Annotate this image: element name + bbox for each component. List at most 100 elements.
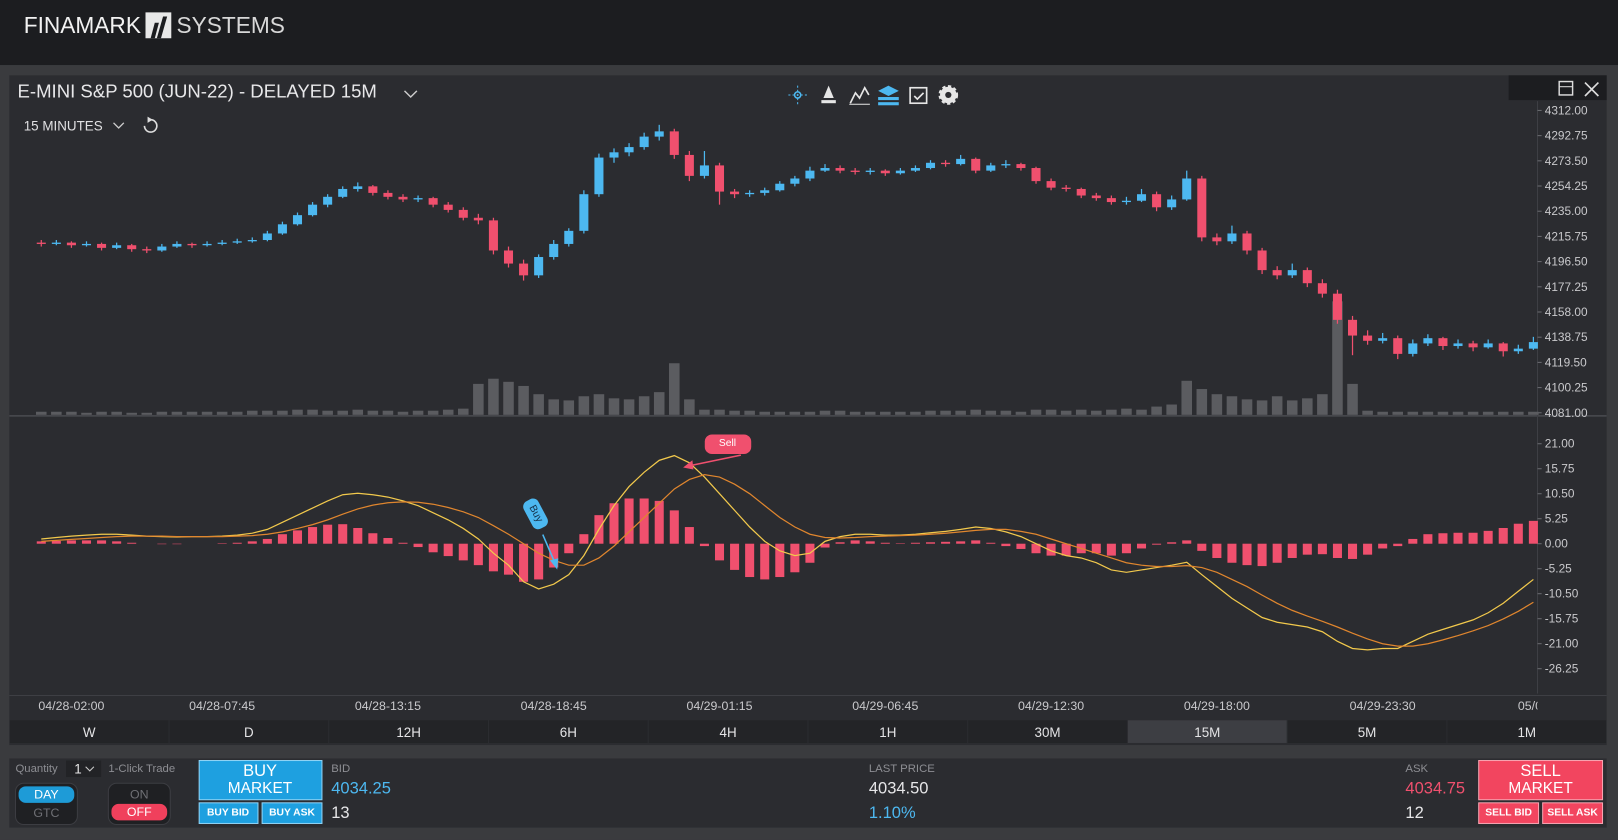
buy-bid-button[interactable] [198,802,259,824]
candle-body [1332,293,1342,320]
histogram-bar [308,527,318,544]
candle-body [112,245,122,248]
layers-tool[interactable] [878,85,899,106]
buy-market-button[interactable] [198,760,323,801]
tif-day-pill[interactable] [18,786,75,803]
settings-tool[interactable] [938,85,959,105]
candle-body [895,170,905,174]
timeframe-label[interactable]: 1M [1517,725,1536,740]
sell-line1[interactable]: SELL [1520,762,1560,780]
timeframe-button[interactable] [169,720,329,743]
sell-ask-label[interactable]: SELL ASK [1547,808,1598,819]
candle-body [1016,164,1026,169]
volume-bar [684,399,695,415]
buy-ask-button[interactable] [261,802,323,824]
candle-body [1076,188,1086,196]
quantity-value[interactable]: 1 [74,761,81,776]
volume-bar [804,411,816,415]
sell-line2[interactable]: MARKET [1508,780,1573,797]
timeframe-button[interactable] [1127,720,1287,743]
bid-size: 13 [331,804,349,822]
timeframe-button[interactable] [329,720,488,743]
sell-ask-button[interactable] [1542,802,1604,824]
timeframe-label[interactable]: D [244,725,254,740]
candle-body [428,198,438,205]
timeframe-button[interactable] [648,720,808,743]
draw-tool[interactable] [821,85,836,104]
timeframe-button[interactable] [808,720,968,743]
tif-day[interactable]: DAY [34,788,59,802]
buy-line2[interactable]: MARKET [228,780,293,797]
y-tick-label: 4177.25 [1545,280,1588,294]
sell-market-button[interactable] [1478,760,1604,801]
histogram-bar [232,542,242,544]
timeframe-button[interactable] [1447,720,1607,743]
histogram-bar [519,543,529,582]
y-tick-label: 4119.50 [1545,355,1587,369]
histogram-bar [1408,538,1418,544]
buy-ask-label[interactable]: BUY ASK [269,808,315,819]
buy-line1[interactable]: BUY [243,762,277,780]
y-tick-label: 4081.00 [1545,406,1588,420]
timeframe-button[interactable] [9,720,169,743]
calculator-button[interactable] [1558,80,1574,96]
histogram-bar [413,543,423,548]
quantity-select[interactable] [66,760,102,778]
timeframe-button[interactable] [489,720,648,743]
histogram-bar [534,543,544,580]
timeframe-label[interactable]: 5M [1358,725,1377,740]
candle-body [127,245,137,250]
volume-bar [1528,411,1539,415]
candle-body [1438,338,1448,347]
y-tick-label: 5.25 [1545,512,1568,526]
tif-gtc[interactable]: GTC [33,806,59,820]
sell-bid-label[interactable]: SELL BID [1485,808,1532,819]
histogram-bar [1528,520,1538,544]
sell-bid-button[interactable] [1478,802,1540,824]
interval-dropdown[interactable] [113,122,125,129]
candle-body [1106,198,1116,203]
candle-body [398,196,408,200]
volume-bar [1091,410,1102,415]
timeframe-label[interactable]: 4H [720,725,737,740]
candle-body [865,170,875,172]
timeframe-label[interactable]: 6H [560,725,577,740]
volume-bar [638,396,650,415]
candle-body [503,250,514,264]
candle-body [941,162,951,165]
candle-body [202,243,212,246]
candle-body [36,242,46,244]
interval-select[interactable]: 15 MINUTES [24,118,103,133]
volume-bar [714,409,725,415]
timeframe-label[interactable]: 15M [1194,725,1220,740]
buy-bid-label[interactable]: BUY BID [207,808,249,819]
timeframe-label[interactable]: 12H [396,725,421,740]
timeframe-label[interactable]: 1H [879,725,896,740]
indicator-tool[interactable] [849,85,870,105]
candle-body [624,147,634,153]
close-button[interactable] [1584,81,1599,97]
histogram-bar [1227,543,1237,563]
candle-body [353,186,363,189]
calendar-tool[interactable] [909,86,928,105]
one-click-off[interactable]: OFF [127,805,152,819]
candle-body [1378,338,1388,341]
timeframe-button[interactable] [1287,720,1447,743]
timeframe-button[interactable] [968,720,1127,743]
y-tick-label: 0.00 [1545,537,1568,551]
instrument-title[interactable]: E-MINI S&P 500 (JUN-22) - DELAYED 15M [18,80,377,101]
refresh-button[interactable] [143,116,158,133]
histogram-bar [112,541,122,544]
one-click-on[interactable]: ON [130,788,149,802]
candle-body [1167,199,1177,208]
title-dropdown[interactable] [403,90,418,99]
timeframe-label[interactable]: 30M [1035,725,1061,740]
candle-body [1046,181,1056,188]
timeframe-label[interactable]: W [83,725,96,740]
one-click-off-pill[interactable] [111,803,168,821]
quantity-dropdown[interactable] [85,766,95,772]
crosshair-tool[interactable] [788,85,807,105]
toolbar [788,85,959,106]
candle-body [850,170,860,172]
candle-body [262,233,272,241]
